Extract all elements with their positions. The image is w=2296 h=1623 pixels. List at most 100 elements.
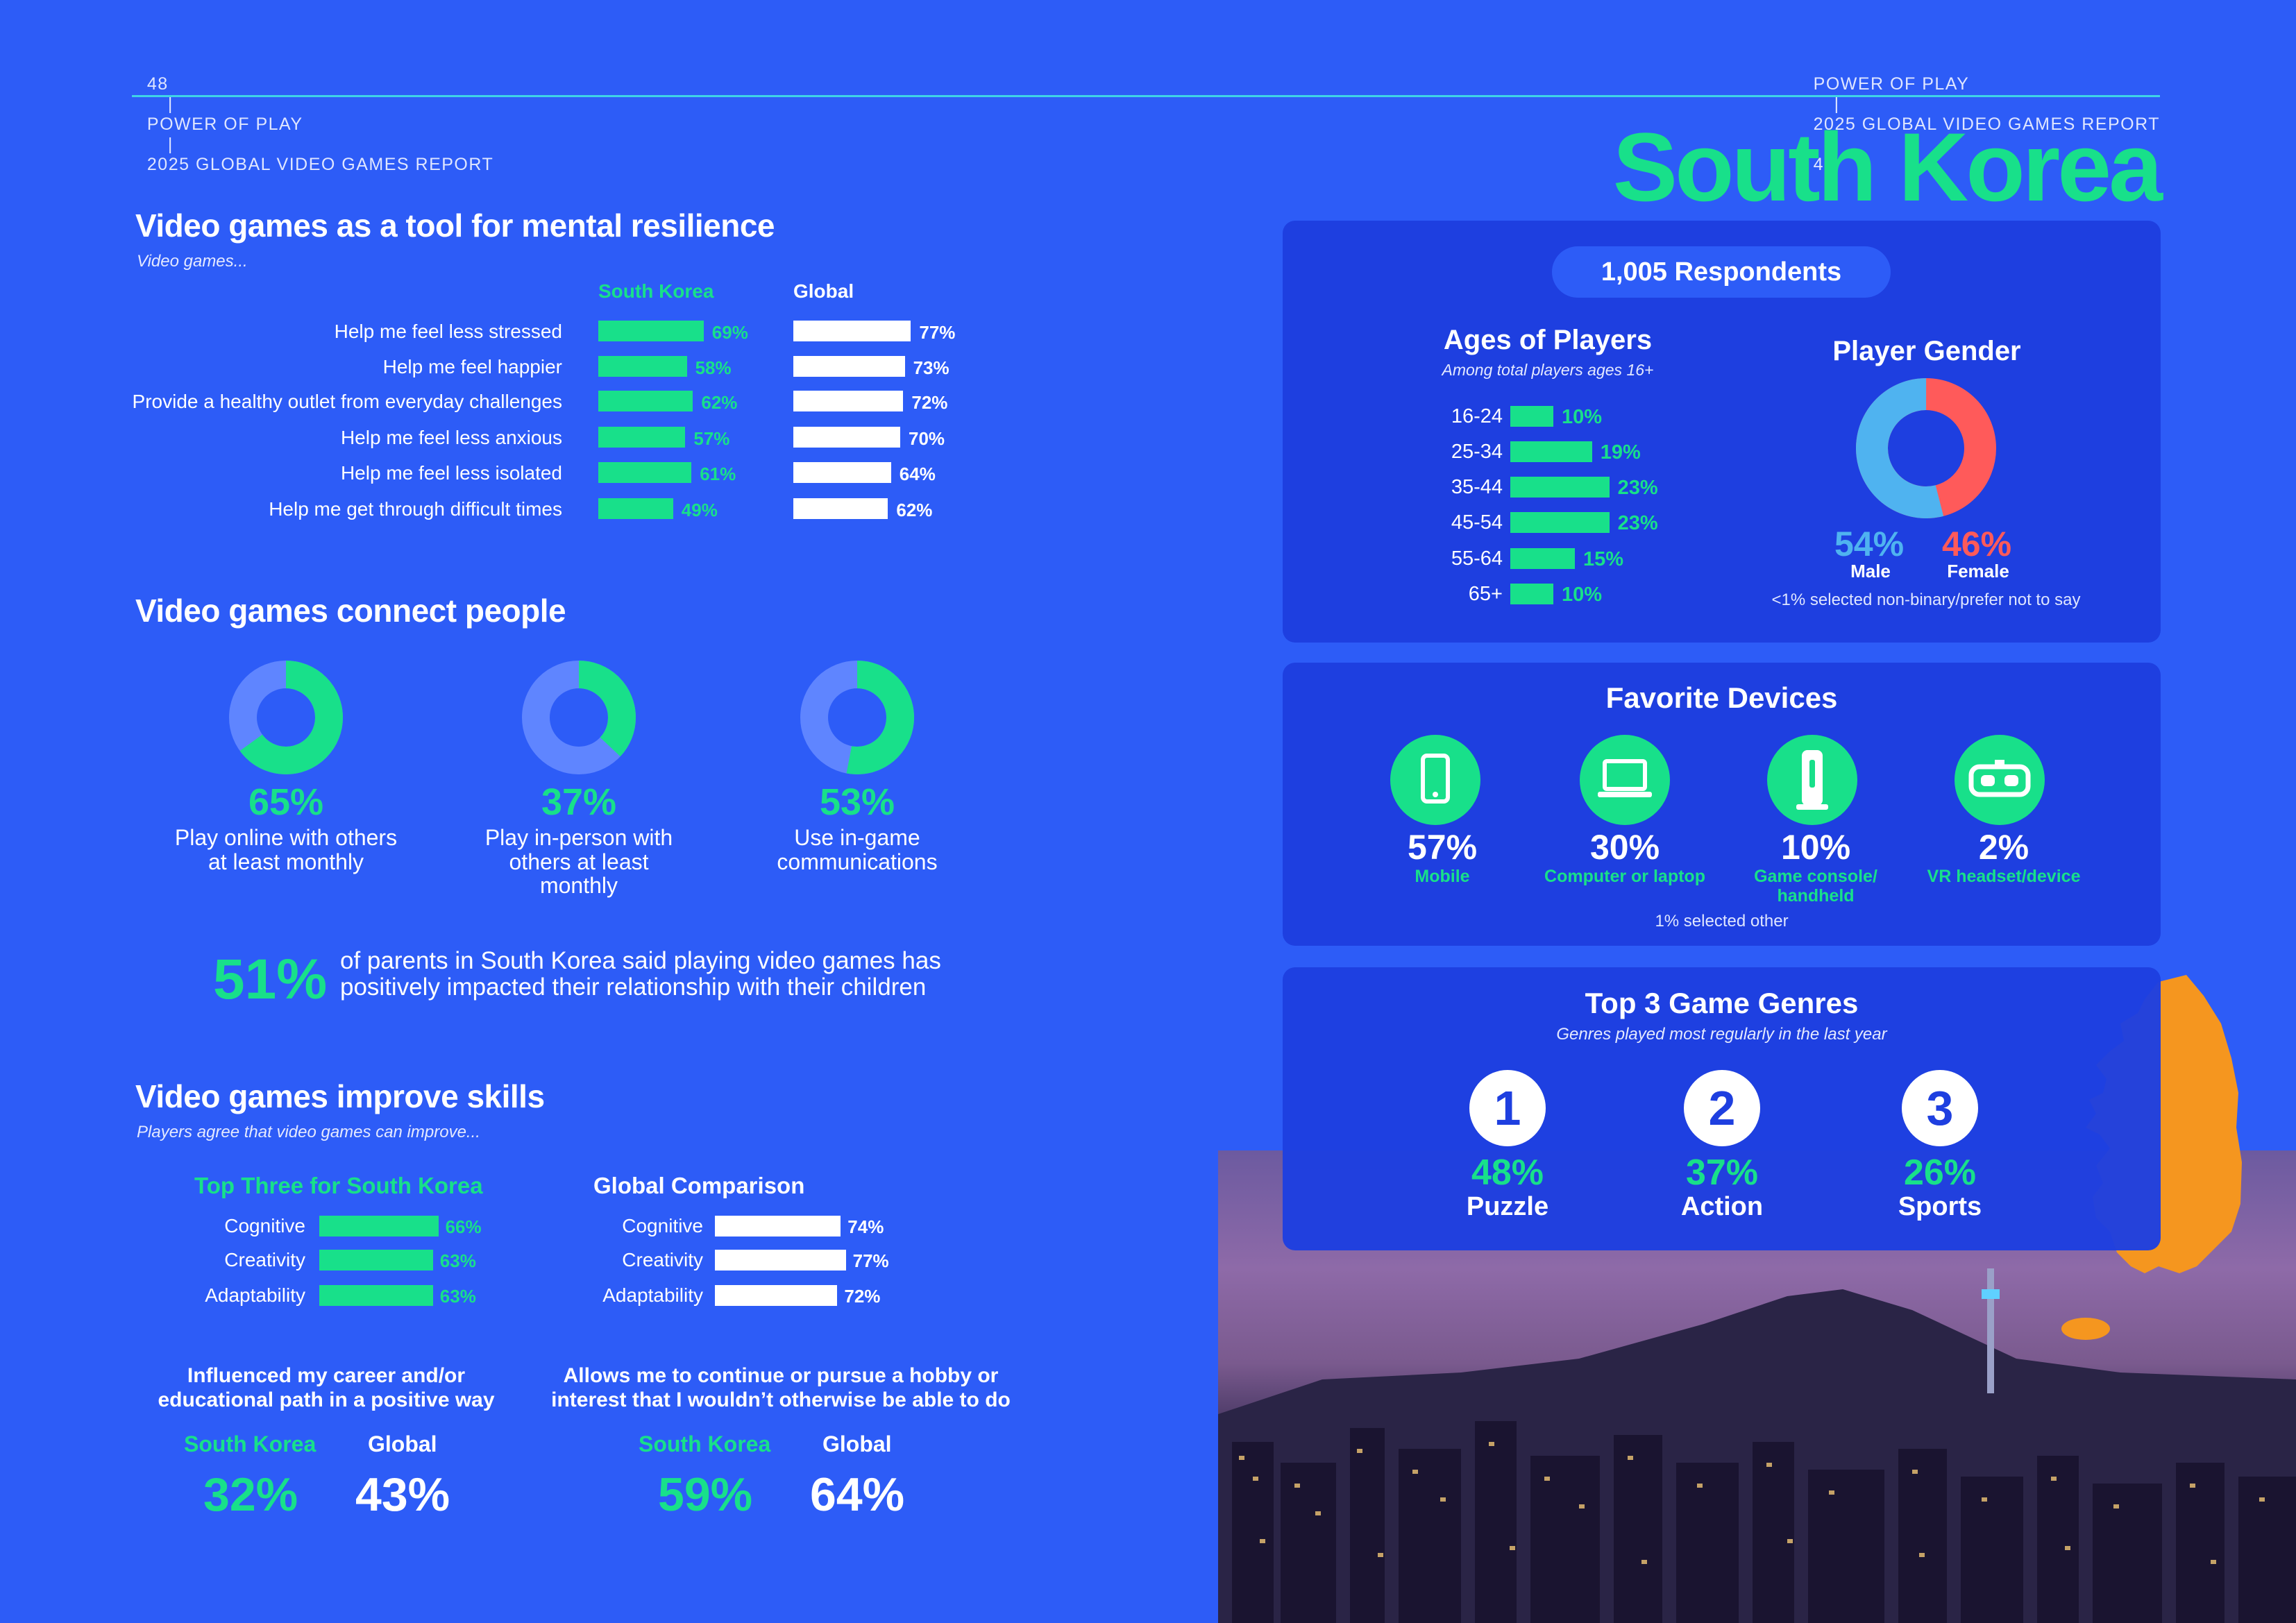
age-label: 45-54 (1451, 511, 1503, 534)
device-label: Mobile (1338, 867, 1546, 887)
device-label-line: VR headset/device (1927, 867, 2081, 886)
connect-donut (522, 661, 636, 774)
south-korea-skill-label: 63% (439, 1286, 476, 1307)
global-bar (793, 321, 911, 341)
header-title-right: POWER OF PLAY (1813, 74, 1970, 94)
global-skill-label: 74% (847, 1216, 884, 1237)
age-bar (1510, 441, 1592, 462)
south-korea-bar (598, 462, 692, 483)
connect-label-line: Play online with others (174, 825, 398, 850)
device-label-line: Mobile (1415, 867, 1470, 886)
global-bar (793, 462, 891, 483)
city-skyline-graphic (1218, 1268, 2296, 1623)
genre-rank-badge: 3 (1902, 1070, 1978, 1146)
career-global-label: Global (368, 1431, 437, 1456)
skill-label: Cognitive (622, 1215, 703, 1237)
gender-title: Player Gender (1832, 336, 2021, 366)
resilience-title: Video games as a tool for mental resilie… (135, 207, 775, 244)
age-label: 55-64 (1451, 547, 1503, 570)
header-rule (132, 95, 2160, 97)
genres-subtitle: Genres played most regularly in the last… (1556, 1025, 1887, 1044)
header-separator: | (1834, 135, 1840, 154)
career-line-1: Influenced my career and/or (187, 1364, 466, 1387)
connect-title: Video games connect people (135, 593, 566, 629)
south-korea-skill-bar (319, 1250, 433, 1271)
ages-title: Ages of Players (1443, 325, 1653, 355)
female-label: Female (1947, 561, 2009, 581)
donut-value-arc (800, 661, 914, 774)
header-title-left: POWER OF PLAY (146, 114, 303, 134)
south-korea-bar (598, 356, 687, 377)
south-korea-bar (598, 427, 686, 448)
resilience-subtitle: Video games... (137, 252, 248, 271)
skill-label: Adaptability (602, 1284, 703, 1306)
parents-statement: of parents in South Korea said playing v… (340, 948, 941, 1001)
global-bar-label: 77% (919, 322, 956, 343)
header-separator: | (1834, 94, 1840, 114)
age-label: 35-44 (1451, 476, 1503, 498)
south-korea-bar-label: 62% (701, 392, 738, 413)
age-label: 25-34 (1451, 441, 1503, 463)
resilience-row-label: Help me feel happier (382, 356, 562, 377)
global-bar-label: 64% (899, 464, 936, 484)
hobby-line-1: Allows me to continue or pursue a hobby … (563, 1364, 999, 1387)
connect-percent: 37% (541, 781, 617, 823)
south-korea-bar (598, 498, 673, 519)
header-right: POWER OF PLAY | 2025 GLOBAL VIDEO GAMES … (1802, 54, 2160, 175)
career-sk-label: South Korea (184, 1431, 316, 1456)
connect-label: Play in-person with others at least monthl… (426, 826, 732, 898)
device-label-line: Computer or laptop (1544, 867, 1705, 886)
connect-label: Use in-game communications (704, 826, 1010, 874)
global-skill-bar (715, 1250, 846, 1271)
south-korea-bar-label: 61% (700, 464, 736, 484)
column-header-global: Global (793, 280, 854, 302)
device-label: Computer or laptop (1521, 867, 1729, 887)
device-label: Game console/handheld (1712, 867, 1920, 906)
skills-sk-heading: Top Three for South Korea (194, 1173, 483, 1198)
resilience-row-label: Help me feel less isolated (340, 462, 562, 484)
column-header-south-korea: South Korea (598, 280, 714, 302)
page-number-right: 49 (1813, 155, 1835, 174)
south-korea-bar-label: 57% (693, 428, 730, 449)
connect-label: Play online with others at least monthly (133, 826, 439, 874)
skills-subtitle: Players agree that video games can impro… (137, 1123, 480, 1141)
mobile-icon-circle (1390, 735, 1480, 825)
south-korea-bar-label: 69% (711, 322, 748, 343)
male-label: Male (1850, 561, 1891, 581)
vr-headset-icon (1968, 760, 2031, 797)
age-bar (1510, 548, 1575, 569)
skills-title: Video games improve skills (135, 1078, 545, 1114)
connect-label-line: communications (777, 849, 938, 874)
career-sk-value: 32% (203, 1468, 298, 1521)
age-bar-label: 10% (1562, 584, 1603, 606)
hobby-sk-label: South Korea (639, 1431, 771, 1456)
global-bar (793, 427, 900, 448)
console-icon (1796, 750, 1828, 810)
career-statement: Influenced my career and/or educational … (118, 1363, 534, 1413)
connect-donut (800, 661, 914, 774)
header-left: 48 | POWER OF PLAY | 2025 GLOBAL VIDEO G… (135, 54, 493, 175)
hobby-line-2: interest that I wouldn’t otherwise be ab… (551, 1388, 1011, 1412)
age-bar (1510, 512, 1610, 533)
genres-title: Top 3 Game Genres (1585, 987, 1859, 1019)
global-skill-label: 72% (844, 1286, 881, 1307)
age-bar-label: 19% (1600, 441, 1641, 464)
skill-label: Cognitive (224, 1215, 305, 1237)
device-label-line: handheld (1777, 885, 1855, 906)
connect-label-line: others at least (509, 849, 649, 874)
global-skill-bar (715, 1285, 838, 1306)
male-arc (1856, 378, 1996, 518)
devices-note: 1% selected other (1655, 912, 1789, 931)
genre-percent: 37% (1685, 1153, 1759, 1193)
genre-label: Action (1680, 1192, 1764, 1221)
laptop-icon-circle (1580, 735, 1670, 825)
global-bar-label: 70% (909, 428, 945, 449)
global-skill-label: 77% (852, 1250, 889, 1271)
resilience-row-label: Help me feel less anxious (340, 427, 562, 448)
age-bar (1510, 477, 1610, 498)
genre-percent: 48% (1471, 1153, 1544, 1193)
connect-percent: 65% (248, 781, 324, 823)
laptop-icon (1598, 759, 1652, 797)
genre-label: Sports (1898, 1192, 1982, 1221)
resilience-row-label: Help me feel less stressed (334, 321, 562, 342)
